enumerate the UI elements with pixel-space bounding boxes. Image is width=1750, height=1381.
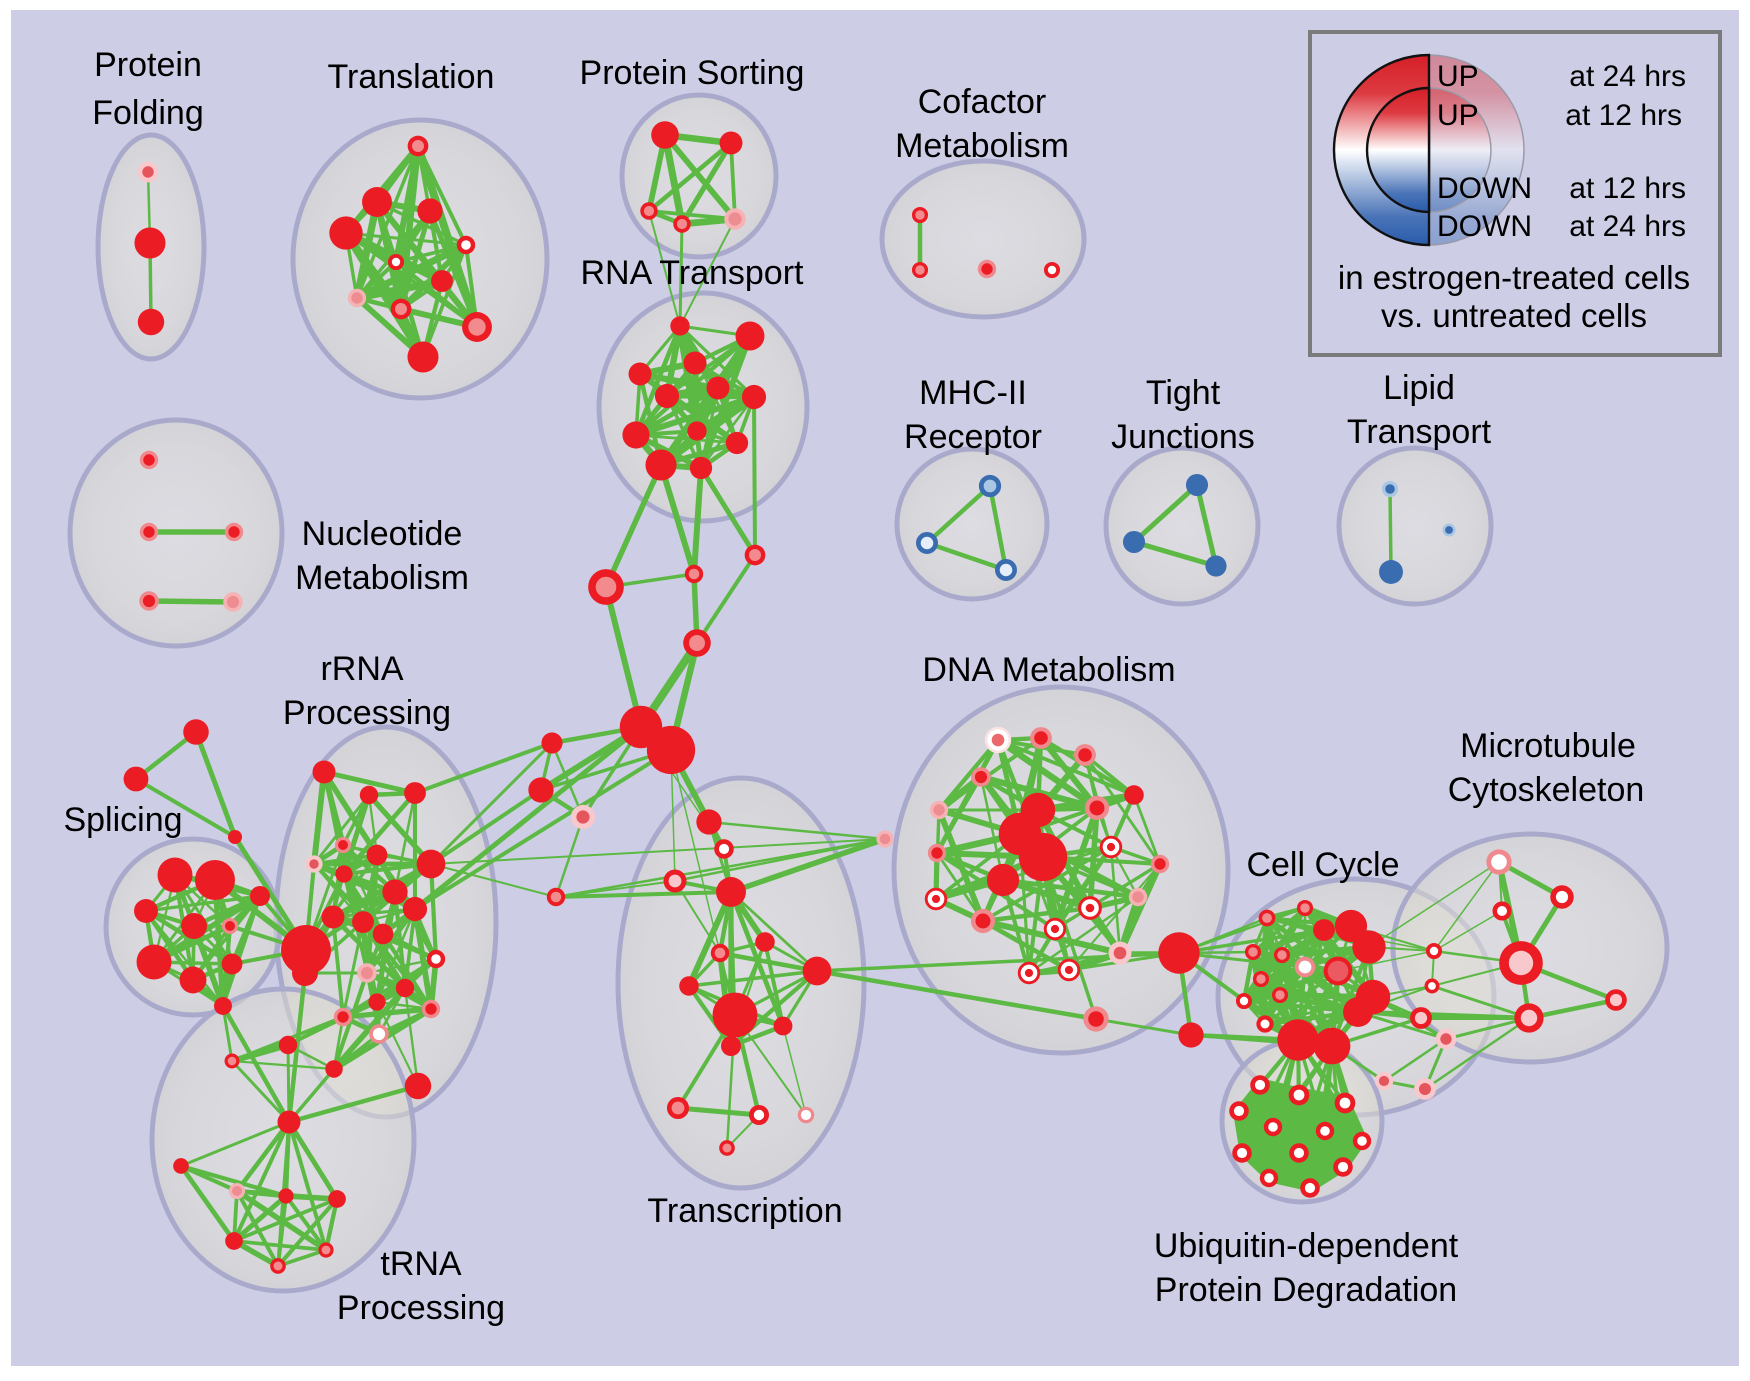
svg-text:Cell Cycle: Cell Cycle <box>1246 846 1399 884</box>
svg-text:MHC-II: MHC-II <box>919 374 1027 412</box>
svg-text:at 24 hrs: at 24 hrs <box>1569 60 1686 93</box>
svg-text:Folding: Folding <box>92 94 204 132</box>
svg-text:Protein Degradation: Protein Degradation <box>1155 1271 1457 1309</box>
svg-text:Lipid: Lipid <box>1383 369 1455 407</box>
svg-text:Processing: Processing <box>283 694 451 732</box>
svg-text:Nucleotide: Nucleotide <box>302 515 463 553</box>
svg-text:Junctions: Junctions <box>1111 418 1255 456</box>
svg-text:Translation: Translation <box>328 58 495 96</box>
svg-text:UP: UP <box>1437 99 1479 132</box>
svg-text:at 12 hrs: at 12 hrs <box>1569 172 1686 205</box>
svg-text:vs. untreated cells: vs. untreated cells <box>1381 297 1647 334</box>
svg-text:DNA Metabolism: DNA Metabolism <box>922 651 1175 689</box>
svg-text:Transcription: Transcription <box>647 1192 842 1230</box>
svg-text:Tight: Tight <box>1146 374 1221 412</box>
svg-text:Cytoskeleton: Cytoskeleton <box>1448 771 1645 809</box>
svg-text:DOWN: DOWN <box>1437 210 1532 243</box>
svg-text:in estrogen-treated cells: in estrogen-treated cells <box>1338 259 1690 296</box>
svg-text:Metabolism: Metabolism <box>895 127 1069 165</box>
svg-text:Receptor: Receptor <box>904 418 1042 456</box>
svg-text:UP: UP <box>1437 60 1479 93</box>
svg-text:Cofactor: Cofactor <box>918 83 1047 121</box>
svg-text:at 12 hrs: at 12 hrs <box>1565 99 1682 132</box>
svg-text:Processing: Processing <box>337 1289 505 1327</box>
svg-text:RNA Transport: RNA Transport <box>581 254 805 292</box>
svg-text:Microtubule: Microtubule <box>1460 727 1636 765</box>
svg-text:tRNA: tRNA <box>380 1245 462 1283</box>
svg-text:at 24 hrs: at 24 hrs <box>1569 210 1686 243</box>
svg-text:Protein: Protein <box>94 46 202 84</box>
svg-text:Splicing: Splicing <box>63 801 182 839</box>
svg-text:DOWN: DOWN <box>1437 172 1532 205</box>
svg-text:Ubiquitin-dependent: Ubiquitin-dependent <box>1154 1227 1459 1265</box>
svg-text:Transport: Transport <box>1347 413 1492 451</box>
svg-text:rRNA: rRNA <box>320 650 403 688</box>
svg-text:Protein Sorting: Protein Sorting <box>580 54 805 92</box>
svg-text:Metabolism: Metabolism <box>295 559 469 597</box>
